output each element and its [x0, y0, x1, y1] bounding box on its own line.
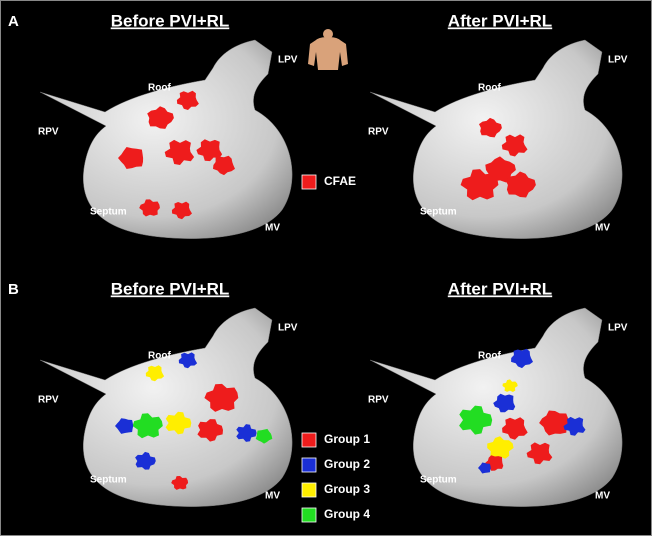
torso-icon — [308, 29, 348, 70]
patch — [164, 139, 195, 165]
patch — [204, 383, 239, 412]
patch — [236, 424, 257, 442]
patch — [255, 428, 273, 444]
legend-label: Group 4 — [324, 507, 370, 521]
patch — [115, 418, 134, 434]
patch — [118, 147, 144, 169]
atrium-map: Before PVI+RL LPV Roof RPV Septum MV — [38, 279, 298, 507]
patch — [171, 201, 192, 220]
patch — [502, 379, 518, 392]
anatomy-label: LPV — [278, 55, 298, 66]
patch — [145, 365, 165, 382]
patch — [478, 462, 491, 474]
patch — [502, 417, 528, 440]
legend-swatch — [301, 174, 317, 190]
atrium — [369, 307, 623, 507]
patch — [493, 393, 516, 413]
legend-label: Group 1 — [324, 432, 370, 446]
patch — [196, 139, 223, 162]
patch — [460, 169, 499, 201]
patch — [505, 171, 536, 198]
patch — [132, 413, 163, 439]
anatomy-label: LPV — [608, 323, 628, 334]
anatomy-label: Septum — [420, 207, 457, 218]
anatomy-label: Roof — [478, 83, 501, 94]
panel-label: B — [8, 281, 19, 298]
patch — [135, 451, 156, 470]
patch — [479, 117, 502, 138]
patch — [165, 411, 192, 435]
anatomy-label: Roof — [478, 351, 501, 362]
map-title: After PVI+RL — [448, 279, 552, 298]
patch — [501, 134, 528, 157]
anatomy-label: RPV — [368, 395, 389, 406]
anatomy-label: Septum — [420, 475, 457, 486]
patch — [213, 155, 235, 176]
legend-label: CFAE — [324, 174, 356, 188]
anatomy-label: MV — [265, 223, 280, 234]
legend-swatch — [301, 507, 317, 523]
patch — [539, 410, 569, 436]
anatomy-label: Septum — [90, 207, 127, 218]
anatomy-label: RPV — [368, 127, 389, 138]
legend-label: Group 2 — [324, 457, 370, 471]
patch — [526, 442, 553, 465]
patch — [487, 436, 514, 459]
anatomy-label: MV — [595, 491, 610, 502]
anatomy-label: LPV — [608, 55, 628, 66]
legend-label: Group 3 — [324, 482, 370, 496]
atrium — [369, 39, 623, 239]
patch — [147, 106, 174, 129]
atrium-map: Before PVI+RL LPV Roof RPV Septum MV — [38, 11, 298, 239]
legend-swatch — [301, 482, 317, 498]
anatomy-label: Roof — [148, 83, 171, 94]
anatomy-label: RPV — [38, 127, 59, 138]
map-title: Before PVI+RL — [111, 11, 230, 30]
patch — [139, 199, 160, 217]
patch — [178, 352, 198, 369]
patch — [511, 348, 533, 369]
anatomy-label: MV — [595, 223, 610, 234]
anatomy-label: RPV — [38, 395, 59, 406]
map-title: After PVI+RL — [448, 11, 552, 30]
atrium-map: After PVI+RL LPV Roof RPV Septum MV — [368, 11, 628, 239]
anatomy-label: Roof — [148, 351, 171, 362]
legend-swatch — [301, 457, 317, 473]
panel-label: A — [8, 13, 19, 30]
map-title: Before PVI+RL — [111, 279, 230, 298]
patch — [563, 416, 586, 436]
patch — [171, 476, 189, 490]
anatomy-label: Septum — [90, 475, 127, 486]
atrium — [39, 307, 293, 507]
patch — [176, 90, 199, 110]
anatomy-label: LPV — [278, 323, 298, 334]
anatomy-label: MV — [265, 491, 280, 502]
atrium-map: After PVI+RL LPV Roof RPV Septum MV — [368, 279, 628, 507]
patch — [197, 419, 223, 442]
patch — [459, 405, 493, 435]
atrium — [39, 39, 293, 239]
legend-swatch — [301, 432, 317, 448]
